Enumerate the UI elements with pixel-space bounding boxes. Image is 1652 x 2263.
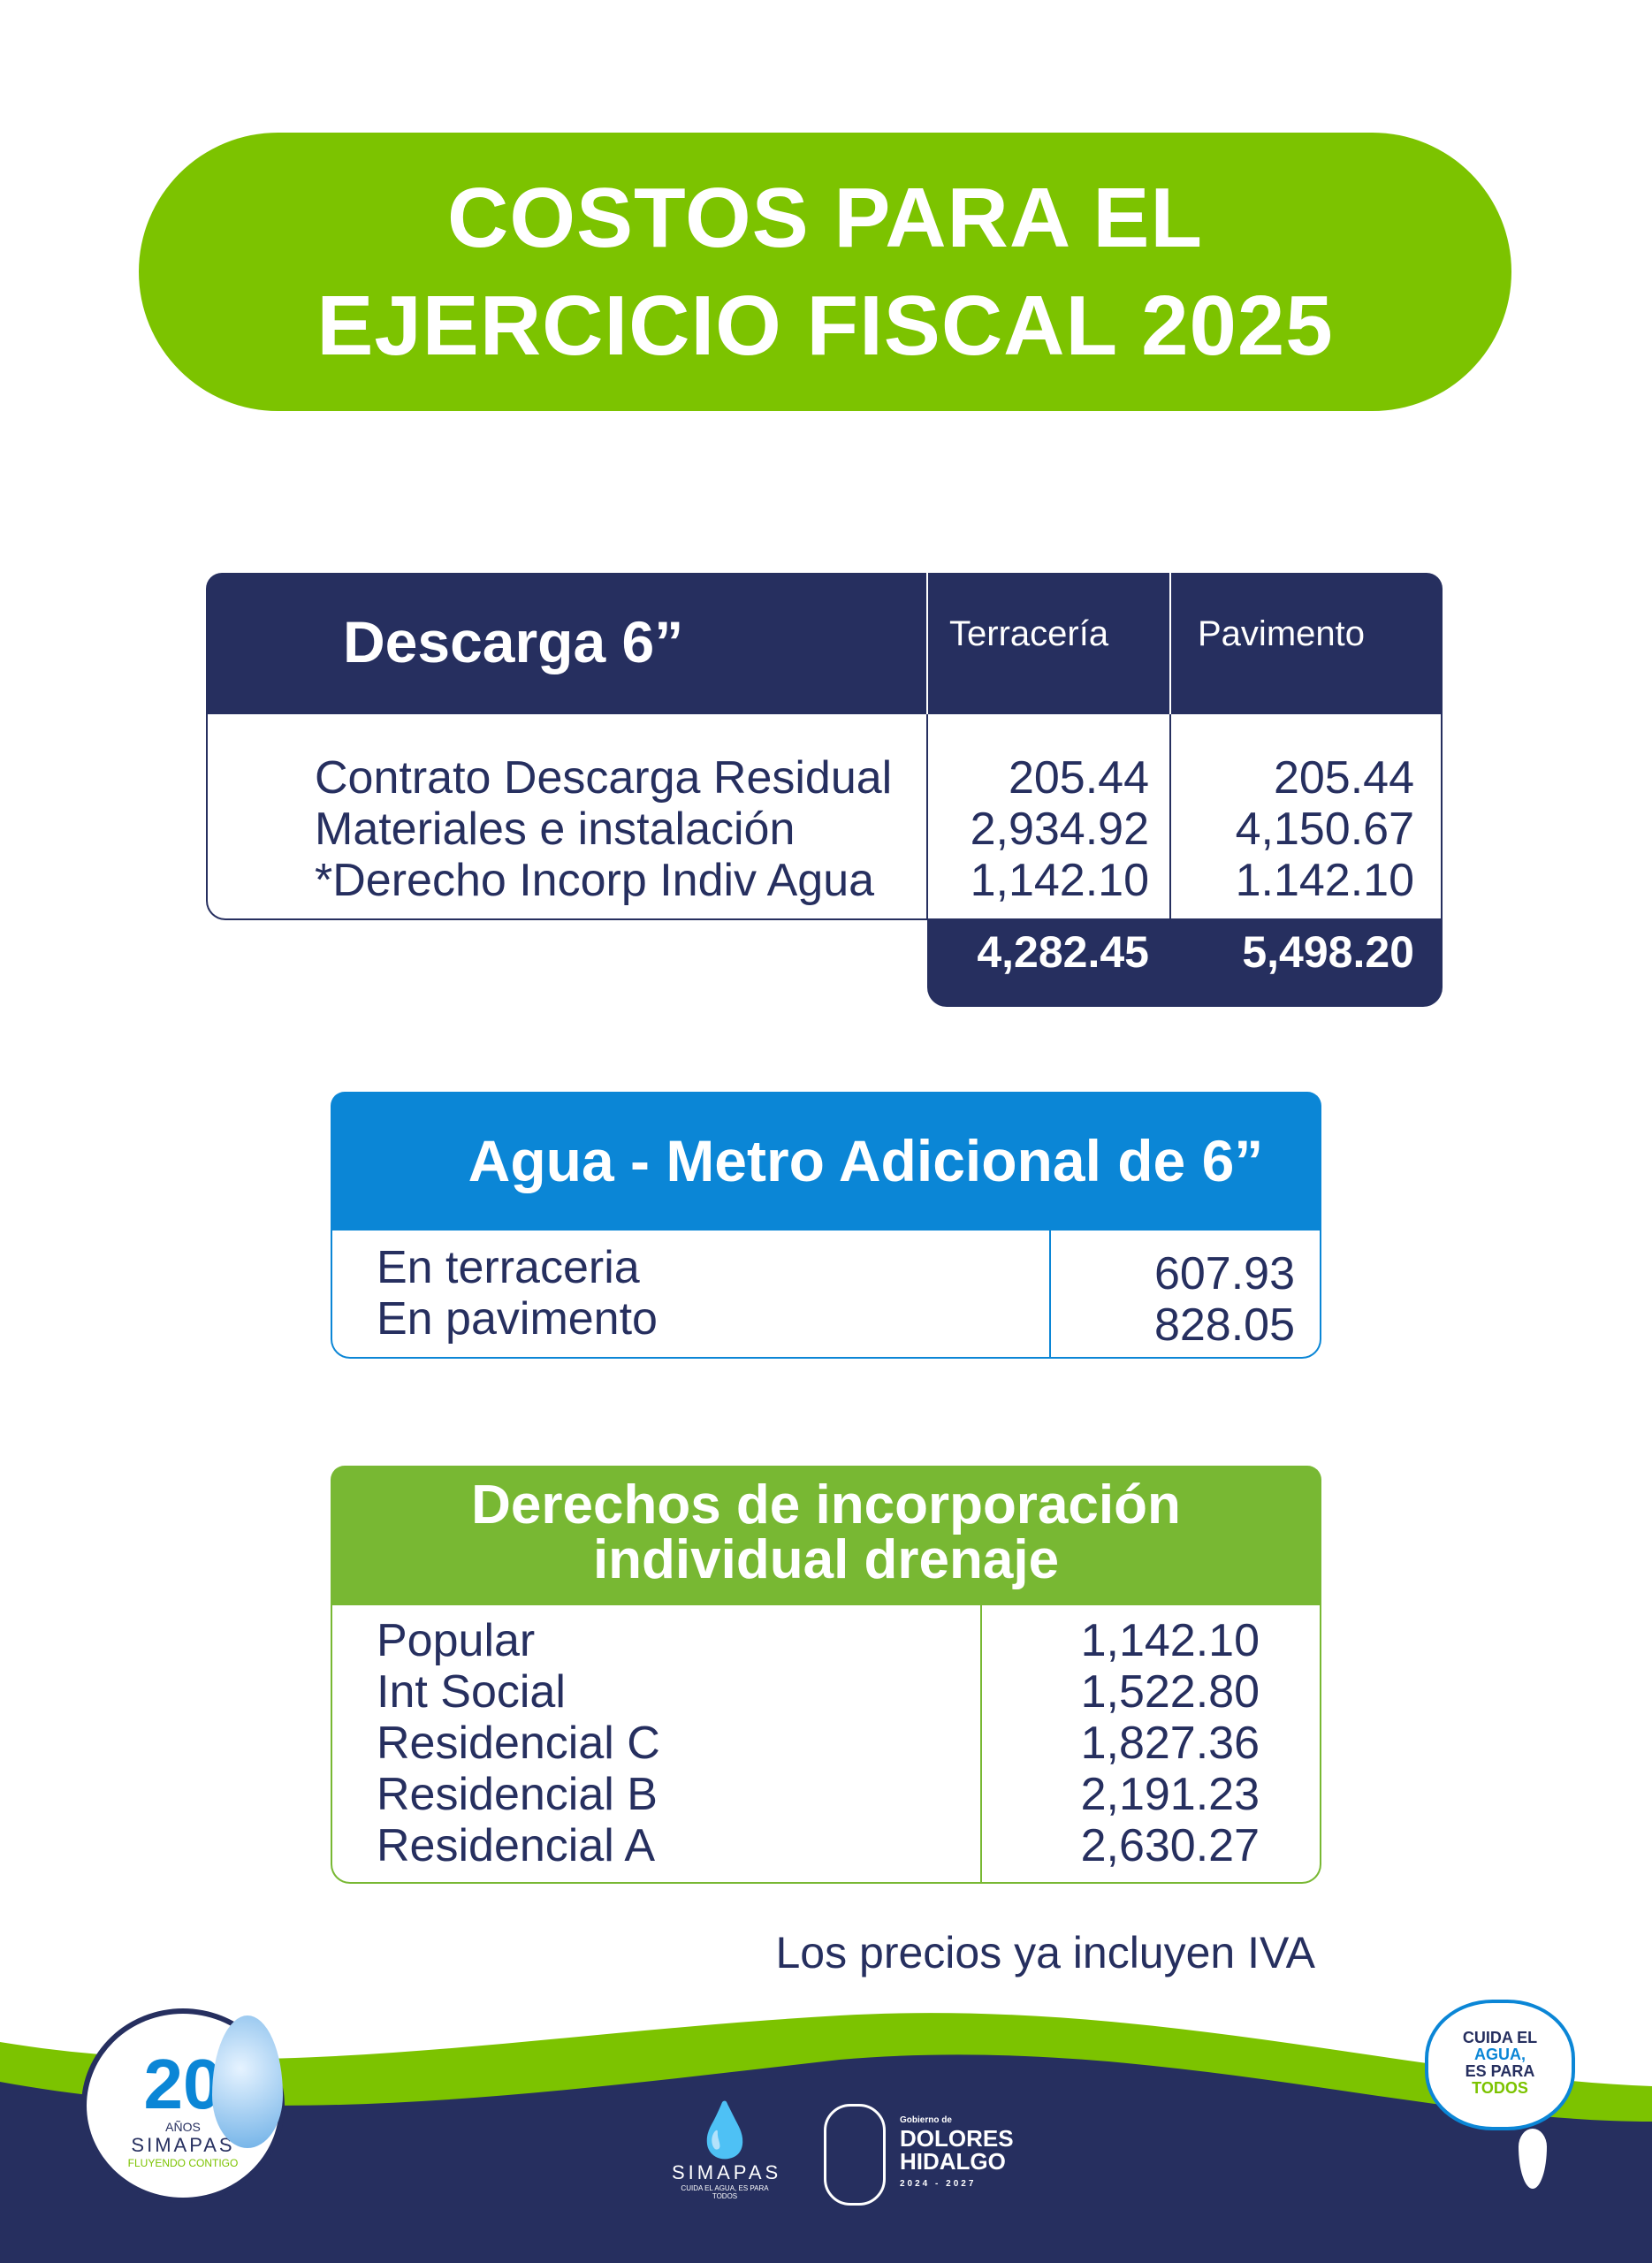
row-value: 607.93	[1153, 1248, 1295, 1299]
row-label: Contrato Descarga Residual	[315, 752, 893, 804]
row-label: En terraceria	[377, 1242, 640, 1293]
water-drop-mascot-icon	[212, 2015, 283, 2148]
row-label: Int Social	[377, 1666, 566, 1718]
value-pavimento: 205.44	[1273, 752, 1414, 804]
row-label: Materiales e instalación	[315, 804, 796, 855]
divider	[926, 714, 928, 920]
dolores-hidalgo-logo: Gobierno de DOLORES HIDALGO 2024 - 2027	[900, 2115, 1014, 2189]
col-terraceria: Terracería	[949, 614, 1109, 653]
row-value: 1,522.80	[1080, 1666, 1260, 1718]
row-value: 1,142.10	[1080, 1615, 1260, 1666]
campaign-logo: CUIDA EL AGUA, ES PARA TODOS	[1425, 2000, 1575, 2130]
value-pavimento: 4,150.67	[1235, 804, 1414, 855]
drenaje-title-2: individual drenaje	[592, 1529, 1060, 1590]
descarga-totals	[927, 920, 1443, 1007]
row-value: 1,827.36	[1080, 1718, 1260, 1769]
total-terraceria: 4,282.45	[977, 927, 1149, 977]
divider	[980, 1605, 982, 1884]
simapas-logo: 💧 SIMAPAS CUIDA EL AGUA, ES PARA TODOS	[672, 2100, 782, 2200]
divider	[1169, 573, 1171, 714]
row-label: Popular	[377, 1615, 536, 1666]
row-label: Residencial C	[377, 1718, 660, 1769]
title-banner: COSTOS PARA EL EJERCICIO FISCAL 2025	[139, 133, 1511, 411]
drenaje-header: Derechos de incorporación individual dre…	[331, 1466, 1321, 1605]
descarga-title: Descarga 6”	[343, 609, 684, 674]
church-icon	[824, 2104, 886, 2206]
divider	[1049, 1231, 1051, 1359]
divider	[1169, 714, 1171, 920]
agua-body	[331, 1231, 1321, 1359]
value-pavimento: 1.142.10	[1235, 855, 1414, 906]
value-terraceria: 2,934.92	[970, 804, 1149, 855]
drenaje-body	[331, 1605, 1321, 1884]
row-value: 2,630.27	[1080, 1820, 1260, 1871]
row-value: 2,191.23	[1080, 1769, 1260, 1820]
row-value: 828.05	[1153, 1299, 1295, 1351]
water-drop-icon: 💧	[691, 2100, 758, 2160]
descarga-body	[206, 714, 1443, 920]
row-label: *Derecho Incorp Indiv Agua	[315, 855, 875, 906]
divider	[926, 573, 928, 714]
agua-title: Agua - Metro Adicional de 6”	[468, 1128, 1264, 1193]
drenaje-title-1: Derechos de incorporación	[471, 1474, 1181, 1535]
title-line-2: EJERCICIO FISCAL 2025	[316, 278, 1334, 373]
agua-header	[331, 1092, 1321, 1231]
descarga-header	[206, 573, 1443, 714]
total-pavimento: 5,498.20	[1242, 927, 1414, 977]
row-label: En pavimento	[377, 1293, 658, 1345]
value-terraceria: 1,142.10	[970, 855, 1149, 906]
value-terraceria: 205.44	[1008, 752, 1149, 804]
row-label: Residencial B	[377, 1769, 658, 1820]
title-line-1: COSTOS PARA EL	[447, 171, 1203, 265]
row-label: Residencial A	[377, 1820, 656, 1871]
col-pavimento: Pavimento	[1198, 614, 1365, 653]
iva-note: Los precios ya incluyen IVA	[775, 1928, 1316, 1977]
